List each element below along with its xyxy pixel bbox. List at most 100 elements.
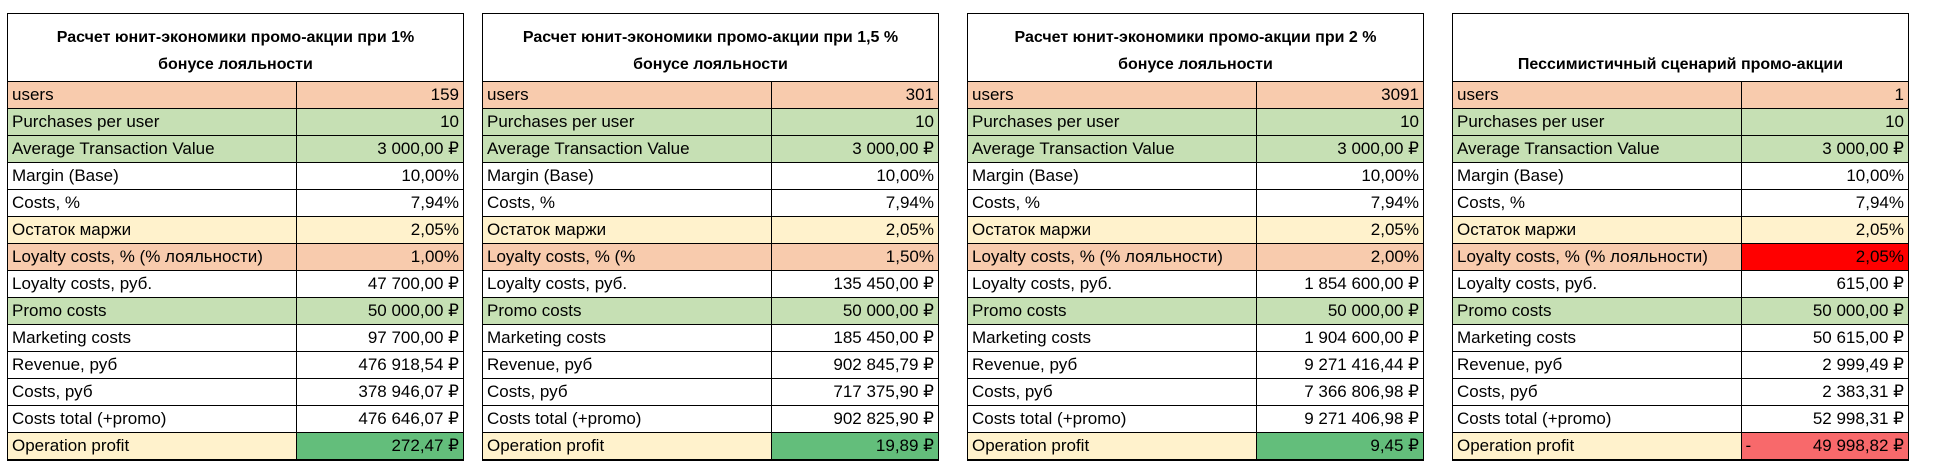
cell-value[interactable]: 10,00% bbox=[1255, 162, 1423, 190]
cell-value[interactable]: 50 000,00 ₽ bbox=[1255, 297, 1423, 325]
cell-label[interactable]: users bbox=[8, 82, 297, 109]
cell-label[interactable]: Revenue, руб bbox=[8, 351, 297, 379]
cell-value[interactable]: 10 bbox=[295, 108, 463, 136]
cell-value[interactable]: 10 bbox=[770, 108, 938, 136]
cell-label[interactable]: Costs, руб bbox=[8, 378, 297, 406]
cell-value[interactable]: 378 946,07 ₽ bbox=[295, 378, 463, 406]
cell-label[interactable]: Purchases per user bbox=[8, 108, 297, 136]
cell-label[interactable]: Costs, % bbox=[483, 189, 772, 217]
cell-label[interactable]: Costs, % bbox=[1453, 189, 1742, 217]
cell-label[interactable]: users bbox=[483, 82, 772, 109]
cell-label[interactable]: Costs total (+promo) bbox=[1453, 405, 1742, 433]
cell-value[interactable]: 1 904 600,00 ₽ bbox=[1255, 324, 1423, 352]
cell-value[interactable]: 50 000,00 ₽ bbox=[295, 297, 463, 325]
cell-label[interactable]: Revenue, руб bbox=[483, 351, 772, 379]
cell-value[interactable]: 3 000,00 ₽ bbox=[770, 135, 938, 163]
cell-value[interactable]: 3091 bbox=[1255, 82, 1423, 109]
cell-label[interactable]: Loyalty costs, % (% лояльности) bbox=[968, 243, 1257, 271]
cell-label[interactable]: Margin (Base) bbox=[483, 162, 772, 190]
cell-value[interactable]: 615,00 ₽ bbox=[1740, 270, 1908, 298]
cell-value[interactable]: 159 bbox=[295, 82, 463, 109]
cell-label[interactable]: Остаток маржи bbox=[8, 216, 297, 244]
cell-label[interactable]: Purchases per user bbox=[968, 108, 1257, 136]
cell-label[interactable]: Costs, руб bbox=[1453, 378, 1742, 406]
cell-value[interactable]: 7,94% bbox=[1740, 189, 1908, 217]
cell-value[interactable]: 9 271 416,44 ₽ bbox=[1255, 351, 1423, 379]
cell-value[interactable]: 476 918,54 ₽ bbox=[295, 351, 463, 379]
cell-label[interactable]: Costs, % bbox=[8, 189, 297, 217]
cell-value[interactable]: 2,05% bbox=[770, 216, 938, 244]
cell-value[interactable]: 1 bbox=[1740, 82, 1908, 109]
cell-label[interactable]: Margin (Base) bbox=[8, 162, 297, 190]
cell-value[interactable]: 2,00% bbox=[1255, 243, 1423, 271]
cell-value[interactable]: 10 bbox=[1255, 108, 1423, 136]
cell-value[interactable]: 50 000,00 ₽ bbox=[770, 297, 938, 325]
cell-label[interactable]: Loyalty costs, % (% лояльности) bbox=[8, 243, 297, 271]
cell-value[interactable]: 272,47 ₽ bbox=[295, 432, 463, 460]
cell-value[interactable]: 10,00% bbox=[1740, 162, 1908, 190]
cell-value[interactable]: 7 366 806,98 ₽ bbox=[1255, 378, 1423, 406]
cell-label[interactable]: Loyalty costs, руб. bbox=[1453, 270, 1742, 298]
cell-label[interactable]: Promo costs bbox=[968, 297, 1257, 325]
cell-label[interactable]: Promo costs bbox=[483, 297, 772, 325]
cell-label[interactable]: Average Transaction Value bbox=[483, 135, 772, 163]
cell-label[interactable]: Marketing costs bbox=[968, 324, 1257, 352]
cell-label[interactable]: Costs total (+promo) bbox=[8, 405, 297, 433]
cell-value[interactable]: 52 998,31 ₽ bbox=[1740, 405, 1908, 433]
cell-value[interactable]: 1 854 600,00 ₽ bbox=[1255, 270, 1423, 298]
cell-value[interactable]: 717 375,90 ₽ bbox=[770, 378, 938, 406]
cell-value[interactable]: 3 000,00 ₽ bbox=[1255, 135, 1423, 163]
cell-label[interactable]: Average Transaction Value bbox=[968, 135, 1257, 163]
cell-label[interactable]: Costs total (+promo) bbox=[483, 405, 772, 433]
cell-value[interactable]: 2 383,31 ₽ bbox=[1740, 378, 1908, 406]
cell-value[interactable]: 7,94% bbox=[295, 189, 463, 217]
cell-value[interactable]: 3 000,00 ₽ bbox=[1740, 135, 1908, 163]
cell-label[interactable]: Loyalty costs, руб. bbox=[483, 270, 772, 298]
cell-label[interactable]: Margin (Base) bbox=[968, 162, 1257, 190]
cell-label[interactable]: Purchases per user bbox=[483, 108, 772, 136]
cell-value[interactable]: 10 bbox=[1740, 108, 1908, 136]
cell-label[interactable]: Costs, руб bbox=[483, 378, 772, 406]
cell-label[interactable]: users bbox=[968, 82, 1257, 109]
cell-value[interactable]: 2,05% bbox=[295, 216, 463, 244]
cell-label[interactable]: Promo costs bbox=[8, 297, 297, 325]
cell-label[interactable]: Costs total (+promo) bbox=[968, 405, 1257, 433]
cell-label[interactable]: Operation profit bbox=[1453, 432, 1742, 460]
cell-value[interactable]: 10,00% bbox=[770, 162, 938, 190]
cell-label[interactable]: Costs, руб bbox=[968, 378, 1257, 406]
cell-value[interactable]: 185 450,00 ₽ bbox=[770, 324, 938, 352]
cell-label[interactable]: Loyalty costs, % (% bbox=[483, 243, 772, 271]
cell-label[interactable]: Loyalty costs, руб. bbox=[968, 270, 1257, 298]
cell-value[interactable]: 97 700,00 ₽ bbox=[295, 324, 463, 352]
cell-value[interactable]: 476 646,07 ₽ bbox=[295, 405, 463, 433]
cell-label[interactable]: Purchases per user bbox=[1453, 108, 1742, 136]
cell-value[interactable]: 1,00% bbox=[295, 243, 463, 271]
cell-value[interactable]: 9 271 406,98 ₽ bbox=[1255, 405, 1423, 433]
cell-value[interactable]: 1,50% bbox=[770, 243, 938, 271]
cell-value[interactable]: 2 999,49 ₽ bbox=[1740, 351, 1908, 379]
cell-label[interactable]: Average Transaction Value bbox=[1453, 135, 1742, 163]
cell-value[interactable]: 2,05% bbox=[1255, 216, 1423, 244]
cell-label[interactable]: Promo costs bbox=[1453, 297, 1742, 325]
cell-value[interactable]: 19,89 ₽ bbox=[770, 432, 938, 460]
cell-label[interactable]: Revenue, руб bbox=[968, 351, 1257, 379]
cell-value[interactable]: 7,94% bbox=[770, 189, 938, 217]
cell-value[interactable]: 50 000,00 ₽ bbox=[1740, 297, 1908, 325]
cell-label[interactable]: Marketing costs bbox=[483, 324, 772, 352]
cell-value[interactable]: 301 bbox=[770, 82, 938, 109]
cell-label[interactable]: Costs, % bbox=[968, 189, 1257, 217]
cell-label[interactable]: Loyalty costs, % (% лояльности) bbox=[1453, 243, 1742, 271]
cell-value[interactable]: 2,05% bbox=[1740, 216, 1908, 244]
cell-value[interactable]: 135 450,00 ₽ bbox=[770, 270, 938, 298]
cell-label[interactable]: Остаток маржи bbox=[968, 216, 1257, 244]
cell-value[interactable]: 902 825,90 ₽ bbox=[770, 405, 938, 433]
cell-label[interactable]: Operation profit bbox=[483, 432, 772, 460]
cell-label[interactable]: Marketing costs bbox=[1453, 324, 1742, 352]
cell-value[interactable]: 10,00% bbox=[295, 162, 463, 190]
cell-value[interactable]: - 49 998,82 ₽ bbox=[1740, 432, 1908, 460]
cell-label[interactable]: Average Transaction Value bbox=[8, 135, 297, 163]
cell-label[interactable]: Остаток маржи bbox=[1453, 216, 1742, 244]
cell-value[interactable]: 3 000,00 ₽ bbox=[295, 135, 463, 163]
cell-label[interactable]: Revenue, руб bbox=[1453, 351, 1742, 379]
cell-label[interactable]: users bbox=[1453, 82, 1742, 109]
